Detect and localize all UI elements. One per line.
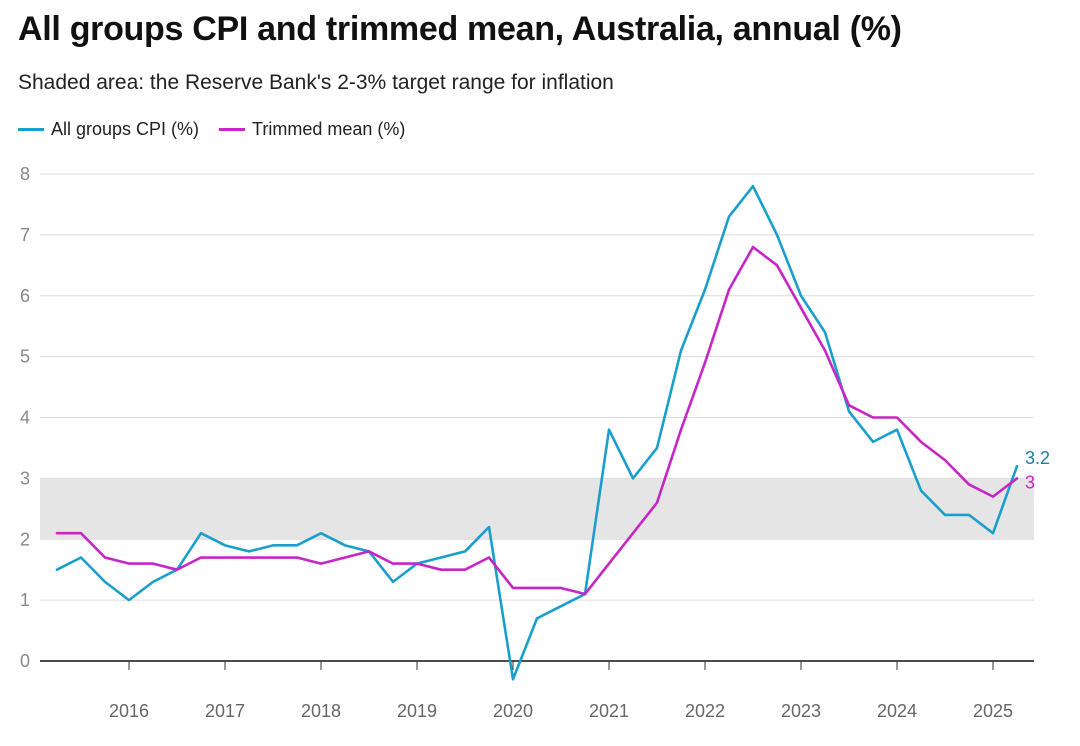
legend-swatch-cpi <box>18 128 44 131</box>
y-tick-label-6: 6 <box>20 286 30 306</box>
chart-subtitle: Shaded area: the Reserve Bank's 2-3% tar… <box>18 71 614 94</box>
x-tick-label-2023: 2023 <box>781 701 821 721</box>
x-tick-label-2018: 2018 <box>301 701 341 721</box>
y-tick-label-0: 0 <box>20 651 30 671</box>
legend-label-cpi: All groups CPI (%) <box>51 119 200 139</box>
x-tick-label-2020: 2020 <box>493 701 533 721</box>
end-label-trimmed-mean: 3 <box>1025 472 1035 492</box>
y-tick-label-1: 1 <box>20 590 30 610</box>
y-tick-label-4: 4 <box>20 408 30 428</box>
y-tick-label-5: 5 <box>20 347 30 367</box>
x-tick-label-2021: 2021 <box>589 701 629 721</box>
x-tick-label-2025: 2025 <box>973 701 1013 721</box>
end-label-cpi: 3.2 <box>1025 448 1050 468</box>
series-line-trimmed-mean <box>55 245 1019 596</box>
legend-label-trimmed-mean: Trimmed mean (%) <box>252 119 406 139</box>
x-tick-label-2016: 2016 <box>109 701 149 721</box>
y-tick-label-3: 3 <box>20 468 30 488</box>
x-tick-label-2024: 2024 <box>877 701 917 721</box>
x-tick-label-2017: 2017 <box>205 701 245 721</box>
legend-swatch-trimmed-mean <box>219 128 246 131</box>
legend: All groups CPI (%) Trimmed mean (%) <box>18 119 425 140</box>
legend-item-trimmed-mean: Trimmed mean (%) <box>219 119 405 140</box>
chart-title: All groups CPI and trimmed mean, Austral… <box>18 10 902 48</box>
series-line-cpi <box>55 184 1019 681</box>
y-tick-label-8: 8 <box>20 164 30 184</box>
y-tick-label-2: 2 <box>20 529 30 549</box>
x-tick-label-2022: 2022 <box>685 701 725 721</box>
y-tick-label-7: 7 <box>20 225 30 245</box>
target-range-band <box>40 478 1034 540</box>
legend-item-cpi: All groups CPI (%) <box>18 119 199 140</box>
x-tick-label-2019: 2019 <box>397 701 437 721</box>
